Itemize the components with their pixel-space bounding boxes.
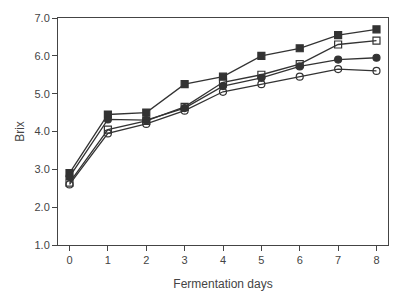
svg-text:Fermentation days: Fermentation days: [173, 277, 272, 291]
svg-text:7: 7: [335, 254, 341, 266]
svg-text:6: 6: [297, 254, 303, 266]
svg-text:1.0: 1.0: [35, 239, 50, 251]
svg-text:5: 5: [258, 254, 264, 266]
svg-text:Brix: Brix: [13, 121, 27, 142]
svg-text:8: 8: [373, 254, 379, 266]
svg-text:2.0: 2.0: [35, 201, 50, 213]
svg-text:5.0: 5.0: [35, 88, 50, 100]
svg-text:1: 1: [105, 254, 111, 266]
svg-text:3: 3: [182, 254, 188, 266]
svg-text:6.0: 6.0: [35, 50, 50, 62]
svg-text:0: 0: [66, 254, 72, 266]
svg-text:2: 2: [143, 254, 149, 266]
svg-text:7.0: 7.0: [35, 12, 50, 24]
svg-text:4: 4: [220, 254, 226, 266]
svg-text:4.0: 4.0: [35, 125, 50, 137]
svg-text:3.0: 3.0: [35, 163, 50, 175]
